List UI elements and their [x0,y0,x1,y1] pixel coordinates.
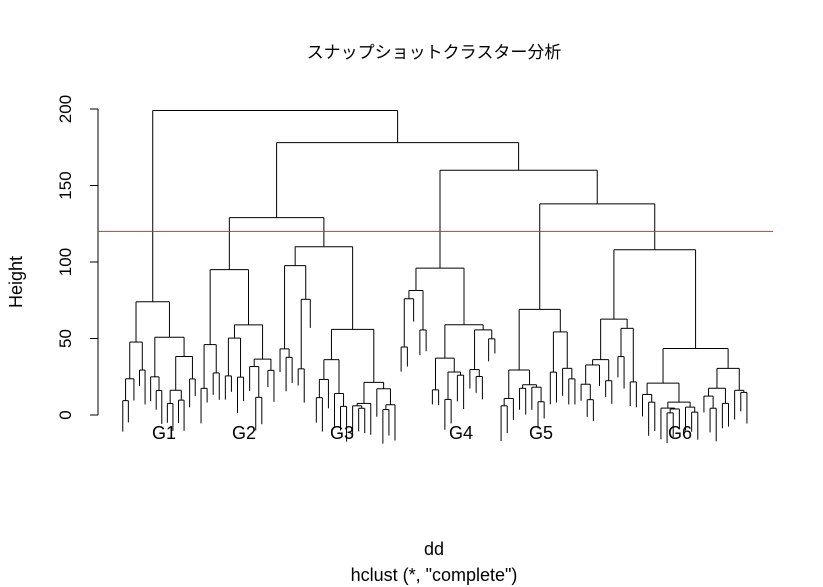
group-label: G3 [330,423,354,443]
group-label: G2 [232,423,256,443]
y-tick-label: 200 [56,95,75,123]
x-axis-sublabel: hclust (*, "complete") [351,565,518,585]
group-label: G6 [668,423,692,443]
chart-title: スナップショットクラスター分析 [307,43,562,63]
dendrogram-tree [122,110,748,444]
y-tick-label: 0 [56,410,75,419]
group-labels: G1 G2 G3 G4 G5 G6 [152,423,692,443]
group-label: G5 [529,423,553,443]
y-axis-label: Height [6,256,26,308]
y-tick-label: 150 [56,171,75,199]
x-axis-label: dd [424,539,444,559]
y-tick-label: 100 [56,248,75,276]
y-axis: 0 50 100 150 200 [56,95,99,420]
y-tick-label: 50 [56,329,75,348]
group-label: G1 [152,423,176,443]
group-label: G4 [449,423,473,443]
